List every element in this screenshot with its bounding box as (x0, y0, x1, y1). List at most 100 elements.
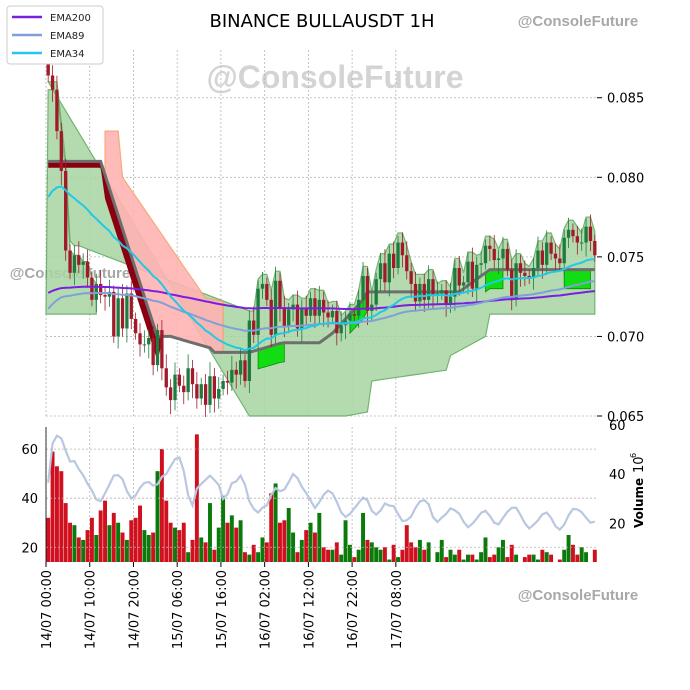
watermark-top-right: @ConsoleFuture (518, 13, 638, 30)
volume-bar (286, 508, 291, 562)
candle-body (562, 237, 566, 264)
price-panel: 0.085 0.080 0.075 0.070 0.065 (45, 43, 644, 425)
candle (72, 245, 77, 285)
candle-body (195, 384, 199, 399)
candle-body (496, 258, 501, 261)
candle (133, 312, 138, 340)
candle (549, 236, 553, 261)
candle-body (409, 271, 413, 284)
volume-bar (269, 493, 274, 562)
candle-body (212, 376, 217, 399)
candle (558, 244, 562, 272)
volume-bar (527, 554, 532, 562)
volume-bar (566, 535, 571, 562)
volume-bar (168, 522, 173, 562)
candle-body (282, 307, 286, 327)
candle-body (357, 299, 361, 316)
volume-bar (98, 510, 103, 562)
x-tick-label: 14/07 00:00 (40, 570, 55, 649)
volume-bar (155, 471, 160, 562)
volume-bar (404, 525, 409, 562)
volume-bar (173, 527, 177, 562)
volume-bar (129, 520, 134, 562)
volume-bar (492, 554, 497, 562)
candle (505, 242, 510, 276)
volume-bar (234, 527, 239, 562)
volume-bar (365, 539, 370, 562)
candle (295, 290, 300, 337)
candle (238, 348, 243, 385)
candle (160, 319, 164, 381)
candle-body (466, 261, 470, 283)
candle-body (470, 261, 475, 289)
candle-body (339, 325, 343, 334)
volume-bar (509, 544, 514, 562)
volume-bar (396, 557, 400, 562)
volume-bar (177, 530, 182, 562)
candle (348, 302, 352, 331)
candle-body (72, 255, 77, 273)
candle-body (475, 264, 479, 289)
candle-body (164, 368, 168, 388)
volume-left-tick-label: 20 (21, 541, 38, 556)
volume-bar (103, 500, 108, 562)
candle-body (514, 263, 518, 299)
candle-body (85, 261, 90, 278)
candle-body (531, 268, 536, 278)
volume-bar (562, 549, 567, 562)
volume-bar (54, 466, 59, 562)
candle-body (483, 245, 488, 264)
volume-bar (256, 552, 261, 562)
volume-bar (391, 544, 396, 562)
candle-body (348, 314, 352, 321)
volume-right-tick-label: 60 (609, 419, 626, 434)
volume-bar (321, 547, 326, 562)
volume-bar (299, 539, 304, 562)
volume-bar (85, 530, 90, 562)
candle (553, 243, 558, 271)
x-tick-label: 15/07 16:00 (215, 570, 230, 649)
candle-body (383, 263, 387, 283)
candle (593, 234, 597, 262)
candle (453, 259, 457, 311)
candle (77, 241, 81, 274)
candle (387, 245, 391, 297)
volume-bar (46, 517, 51, 562)
volume-bar (466, 554, 470, 562)
candle (230, 355, 234, 391)
volume-bar (361, 512, 366, 562)
candle (545, 230, 549, 276)
volume-bar (138, 505, 142, 562)
candle-body (426, 279, 431, 300)
candle (164, 354, 168, 396)
volume-bar (194, 434, 199, 562)
candle-body (177, 374, 182, 386)
candle-body (418, 283, 422, 302)
candle-body (252, 320, 256, 335)
volume-bar (308, 522, 313, 562)
candle-body (308, 298, 313, 316)
candle-body (147, 338, 151, 345)
candle (147, 329, 151, 359)
volume-bar (457, 549, 462, 562)
candle (68, 244, 72, 280)
volume-bar (374, 547, 379, 562)
candle-body (199, 384, 203, 399)
candle-body (160, 330, 164, 369)
candle-body (278, 280, 282, 308)
candle (444, 280, 448, 317)
x-tick-label: 15/07 06:00 (171, 570, 186, 649)
volume-bar (439, 539, 444, 562)
volume-bar (81, 539, 86, 562)
candle-body (55, 89, 59, 132)
volume-bar (347, 544, 352, 562)
volume-bar (264, 542, 269, 562)
candle (457, 255, 461, 296)
candle (405, 241, 409, 280)
candle (243, 353, 247, 388)
volume-bar (584, 552, 589, 562)
candle-body (203, 384, 208, 405)
candle (536, 236, 540, 277)
candle-body (549, 242, 553, 254)
candle-body (190, 368, 195, 385)
